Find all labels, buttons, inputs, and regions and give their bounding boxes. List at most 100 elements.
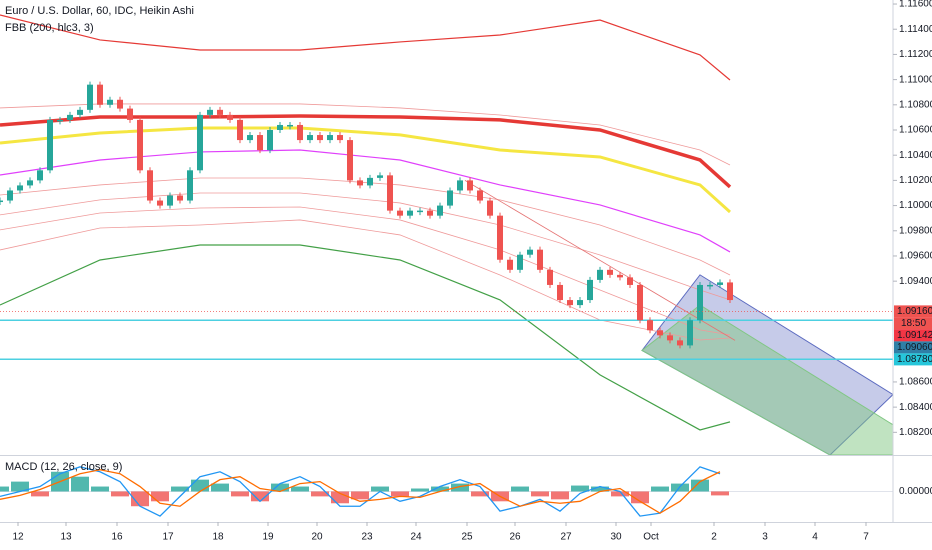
candle [427,210,433,216]
candle [497,215,503,260]
candle [607,269,613,275]
x-tick-label: 26 [509,532,521,543]
candle [227,114,233,120]
x-tick-label: 30 [610,532,622,543]
histogram-bar [371,486,389,492]
histogram-bar [511,486,529,492]
candle [0,200,3,203]
candle [387,175,393,211]
y-tick-label: 1.11200 [899,49,932,60]
histogram-bar [151,491,169,502]
price-tag-label: 1.08780 [897,354,932,365]
candle [597,269,603,280]
price-pane [0,14,893,455]
price-tag [894,329,932,342]
candle [257,135,263,151]
pitchfork-inner [641,304,893,455]
candle [327,135,333,141]
histogram-bar [631,491,649,504]
candle [7,190,13,201]
histogram-bar [71,476,89,492]
band-line [0,206,731,336]
macd-line [0,469,721,514]
candle [617,274,623,278]
candle [297,124,303,141]
candle [407,210,413,216]
y-tick-label: 1.09800 [899,225,932,236]
countdown: 18:50 [901,318,926,329]
candle [457,180,463,191]
candle [107,99,113,105]
candle [537,249,543,270]
candle [237,119,243,141]
candle [687,320,693,346]
candle [587,279,593,301]
candle [367,177,373,186]
y-tick-label: 1.09400 [899,276,932,287]
histogram-bar [351,491,369,500]
macd-label: MACD (12, 26, close, 9) [5,461,122,473]
candle [147,170,153,201]
band-line [0,244,731,431]
candle [67,114,73,120]
candle [357,180,363,186]
band-line [0,126,732,214]
histogram-bar [611,491,629,497]
candle [287,124,293,127]
y-tick-label: 1.11400 [899,24,932,35]
candle [277,124,283,130]
candle [547,269,553,285]
band-line [0,114,732,189]
histogram-bar [131,491,149,507]
candle [417,210,423,213]
candle [247,135,253,141]
y-tick-label: 1.10000 [899,200,932,211]
histogram-bar [291,486,309,492]
y-tick-label: 1.09600 [899,251,932,262]
histogram-bar [311,491,329,497]
histogram-bar [0,486,9,492]
band-line [0,177,731,276]
histogram-bar [571,485,589,492]
countdown-box [894,317,932,330]
price-tag-label: 1.09060 [897,342,932,353]
histogram-bar [651,486,669,492]
candle [37,170,43,181]
candle [397,210,403,216]
candle [467,180,473,191]
price-tag [894,341,932,354]
candle [437,205,443,216]
y-tick-label: 1.10800 [899,99,932,110]
candle [707,284,713,287]
candle [637,284,643,321]
x-tick-label: 23 [361,532,373,543]
histogram-bar [711,491,729,496]
candle [337,135,343,141]
candle [557,284,563,301]
candle [667,335,673,341]
band-line [0,14,731,81]
x-tick-label: 25 [461,532,473,543]
macd-line [0,466,721,517]
x-tick-label: 3 [762,532,768,543]
indicator-label: FBB (200, hlc3, 3) [5,22,94,34]
candle [77,109,83,115]
candle [447,190,453,206]
candle [197,114,203,171]
candle [157,200,163,206]
candle [507,259,513,270]
x-tick-label: 18 [212,532,224,543]
x-tick-label: 24 [410,532,422,543]
x-tick-label: Oct [643,532,659,543]
histogram-bar [171,486,189,492]
histogram-bar [411,488,429,492]
candle [127,108,133,120]
candle [17,185,23,191]
candle [217,109,223,115]
candle [267,130,273,151]
price-tag [894,353,932,366]
candle [87,84,93,110]
y-tick-label: 0.00000 [899,486,932,497]
histogram-bar [111,491,129,497]
